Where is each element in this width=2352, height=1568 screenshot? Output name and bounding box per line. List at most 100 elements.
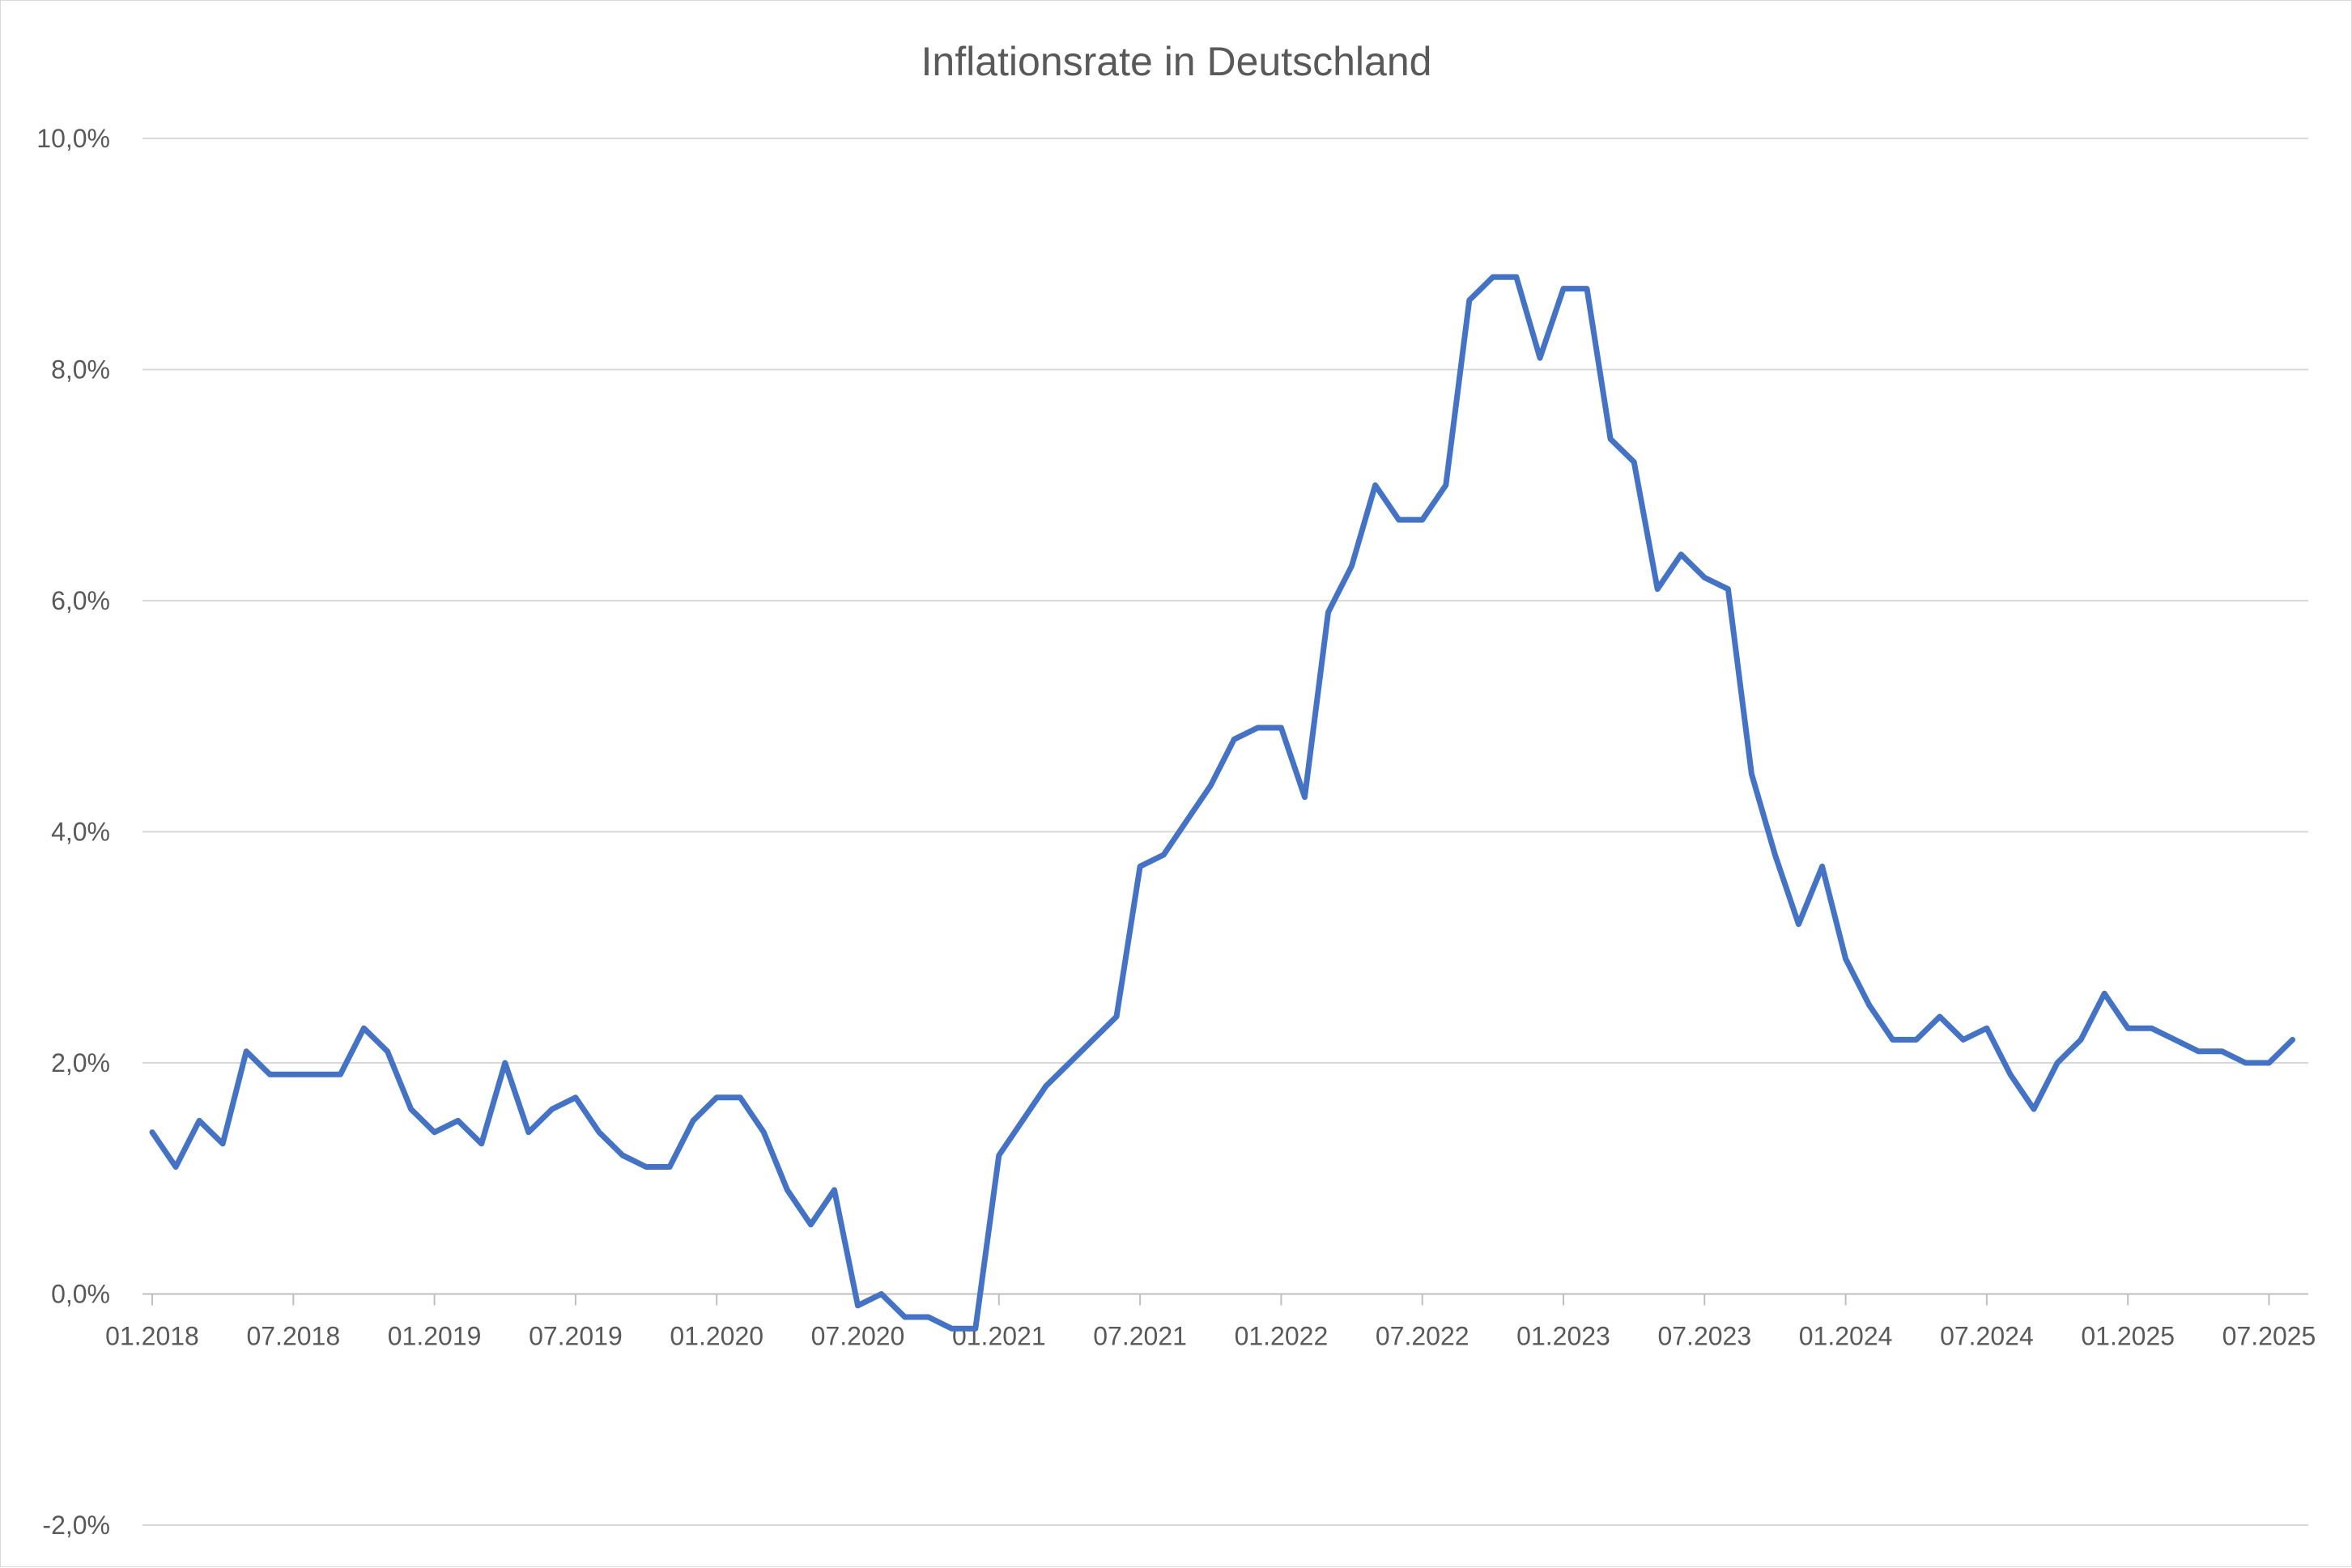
data-point	[949, 1326, 955, 1332]
data-point	[1984, 1026, 1989, 1031]
x-tick-label: 07.2021	[1093, 1322, 1187, 1351]
data-point	[314, 1072, 320, 1077]
data-point	[644, 1164, 649, 1170]
data-point	[525, 1129, 531, 1135]
x-tick-label: 07.2023	[1657, 1322, 1751, 1351]
data-point	[173, 1164, 179, 1170]
series-line	[149, 274, 2296, 1332]
data-point	[150, 1129, 155, 1135]
data-point	[361, 1026, 367, 1031]
data-point	[925, 1315, 931, 1319]
data-point	[972, 1326, 978, 1332]
data-point	[855, 1302, 861, 1308]
data-point	[2055, 1060, 2061, 1065]
x-axis	[142, 1293, 2308, 1306]
data-point	[1866, 1002, 1872, 1008]
data-point	[478, 1141, 484, 1146]
data-point	[1513, 274, 1519, 280]
data-point	[996, 1153, 1002, 1158]
x-axis-labels: 01.2018 07.2018 01.2019 07.2019 01.2020 07.20…	[105, 1322, 2316, 1351]
y-tick-label: 2,0%	[51, 1048, 110, 1077]
data-point	[761, 1129, 767, 1135]
x-tick-label: 01.2019	[388, 1322, 482, 1351]
data-point	[1843, 956, 1848, 962]
data-point	[1725, 586, 1731, 592]
data-point	[338, 1072, 343, 1077]
data-point	[2149, 1026, 2154, 1031]
data-point	[2102, 991, 2107, 996]
data-point	[432, 1129, 437, 1135]
data-point	[620, 1153, 625, 1158]
x-tick-label: 07.2025	[2222, 1322, 2316, 1351]
data-point	[2008, 1072, 2013, 1077]
data-point	[1349, 563, 1355, 569]
data-point	[2290, 1037, 2295, 1043]
y-tick-label: 0,0%	[51, 1280, 110, 1309]
data-point	[1749, 771, 1754, 777]
data-point	[2219, 1048, 2225, 1054]
x-tick-label: 07.2018	[246, 1322, 340, 1351]
data-point	[1466, 297, 1472, 303]
data-point	[1490, 274, 1495, 280]
data-point	[902, 1315, 908, 1319]
data-point	[572, 1094, 578, 1100]
data-point	[878, 1291, 884, 1297]
data-point	[291, 1072, 296, 1077]
data-point	[597, 1129, 602, 1135]
data-point	[502, 1060, 508, 1065]
data-point	[408, 1107, 414, 1112]
data-point	[267, 1072, 273, 1077]
data-point	[2266, 1060, 2272, 1065]
data-point	[1678, 551, 1684, 557]
data-point	[1772, 852, 1778, 857]
data-point	[714, 1094, 720, 1100]
data-point	[1796, 921, 1801, 927]
data-point	[1372, 482, 1378, 488]
data-point	[2172, 1037, 2178, 1043]
data-point	[1419, 517, 1425, 523]
data-point	[667, 1164, 673, 1170]
data-point	[785, 1188, 790, 1192]
data-point	[1302, 794, 1308, 800]
data-point	[1161, 852, 1167, 857]
data-point	[1091, 1037, 1095, 1043]
data-point	[2243, 1060, 2248, 1065]
y-tick-label: -2,0%	[42, 1511, 110, 1540]
data-point	[385, 1048, 390, 1054]
data-point	[1208, 783, 1214, 788]
data-point	[738, 1094, 743, 1100]
data-point	[197, 1118, 202, 1124]
data-point	[455, 1118, 461, 1124]
data-point	[1584, 286, 1589, 291]
data-point	[1538, 355, 1542, 361]
data-point	[1396, 517, 1401, 523]
data-point	[691, 1118, 696, 1124]
data-point	[1937, 1013, 1942, 1019]
data-point	[1960, 1037, 1966, 1043]
data-point	[1019, 1118, 1025, 1124]
y-tick-label: 10,0%	[36, 124, 110, 153]
data-point	[1655, 586, 1661, 592]
data-point	[1067, 1060, 1072, 1065]
data-point	[1138, 864, 1143, 869]
data-point	[1608, 436, 1614, 442]
data-point	[1325, 610, 1331, 615]
series-layer	[149, 274, 2296, 1332]
data-point	[1043, 1083, 1048, 1089]
data-point	[2031, 1107, 2036, 1112]
gridlines	[142, 138, 2308, 1526]
data-point	[1278, 725, 1284, 730]
x-tick-label: 07.2019	[529, 1322, 623, 1351]
x-tick-label: 07.2024	[1940, 1322, 2034, 1351]
data-point	[549, 1107, 555, 1112]
x-tick-label: 01.2023	[1516, 1322, 1610, 1351]
y-tick-label: 8,0%	[51, 355, 110, 385]
data-point	[1890, 1037, 1895, 1043]
data-point	[2078, 1037, 2084, 1043]
x-tick-label: 01.2025	[2081, 1322, 2175, 1351]
data-point	[2196, 1048, 2201, 1054]
chart-title: Inflationsrate in Deutschland	[921, 39, 1432, 84]
y-tick-label: 4,0%	[51, 818, 110, 847]
